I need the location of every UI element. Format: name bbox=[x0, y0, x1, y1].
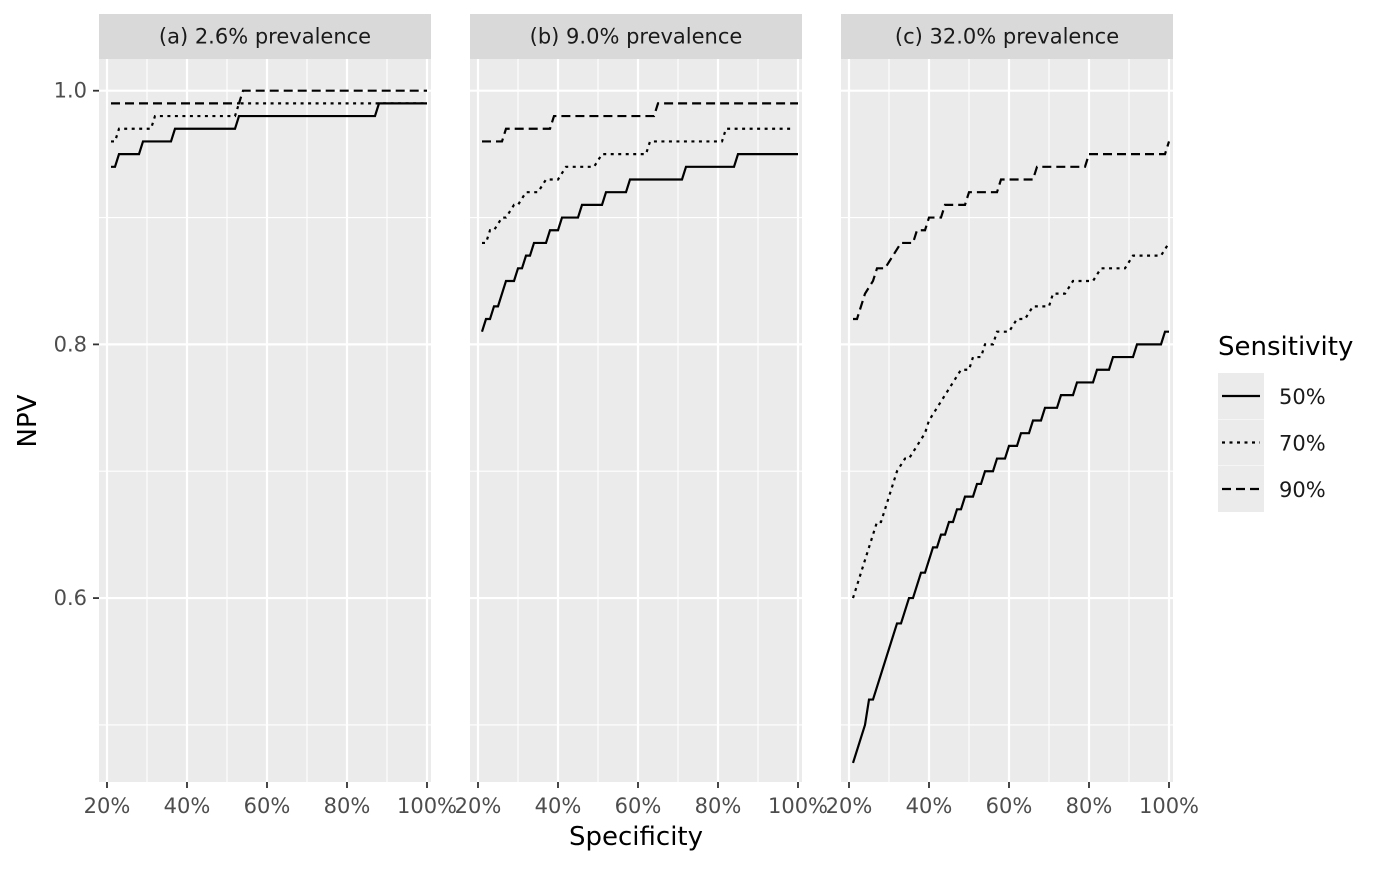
panel-3: (c) 32.0% prevalence 20% 40% 60% 80% 100% bbox=[826, 14, 1199, 818]
series-line-sensitivity-90 bbox=[111, 89, 427, 105]
panel-1: (a) 2.6% prevalence 20% 40% 60% 80% 100% 0.6 0.… bbox=[54, 14, 457, 818]
x-axis-title: Specificity bbox=[569, 822, 703, 852]
x-tick-label: 40% bbox=[906, 794, 953, 818]
legend-key-background bbox=[1218, 419, 1264, 466]
y-axis-title: NPV bbox=[13, 394, 43, 447]
legend-title: Sensitivity bbox=[1218, 332, 1353, 362]
panel-strip bbox=[470, 14, 802, 59]
x-tick-label: 100% bbox=[1139, 794, 1199, 818]
x-tick-label: 60% bbox=[615, 794, 662, 818]
panel-background bbox=[470, 59, 802, 782]
legend: Sensitivity 50% 70% 90% bbox=[1218, 332, 1353, 512]
panel-2: (b) 9.0% prevalence 20% 40% 60% 80% 100% bbox=[455, 14, 828, 818]
panel-strip bbox=[841, 14, 1173, 59]
panel-strip-label: (a) 2.6% prevalence bbox=[159, 25, 371, 49]
x-tick-label: 20% bbox=[84, 794, 131, 818]
series-line-sensitivity-50 bbox=[851, 330, 1169, 764]
x-tick-label: 20% bbox=[826, 794, 873, 818]
x-tick-label: 60% bbox=[986, 794, 1033, 818]
series-line-sensitivity-50 bbox=[111, 102, 427, 168]
y-tick-label: 0.6 bbox=[54, 586, 87, 610]
series-line-sensitivity-50 bbox=[480, 153, 798, 333]
legend-label: 90% bbox=[1279, 478, 1326, 502]
series-line-sensitivity-70 bbox=[482, 127, 794, 245]
legend-label: 70% bbox=[1279, 432, 1326, 456]
x-tick-label: 80% bbox=[695, 794, 742, 818]
x-tick-label: 80% bbox=[1066, 794, 1113, 818]
x-tick-label: 100% bbox=[397, 794, 457, 818]
panel-background bbox=[841, 59, 1173, 782]
panel-strip-label: (c) 32.0% prevalence bbox=[895, 25, 1119, 49]
x-tick-label: 20% bbox=[455, 794, 502, 818]
panel-strip bbox=[99, 14, 431, 59]
panel-background bbox=[99, 59, 431, 782]
series-line-sensitivity-90 bbox=[853, 141, 1171, 321]
x-tick-label: 100% bbox=[768, 794, 828, 818]
series-line-sensitivity-90 bbox=[482, 102, 798, 143]
x-tick-label: 40% bbox=[164, 794, 211, 818]
x-tick-label: 80% bbox=[324, 794, 371, 818]
y-tick-label: 1.0 bbox=[54, 79, 87, 103]
panel-strip-label: (b) 9.0% prevalence bbox=[530, 25, 743, 49]
x-tick-label: 40% bbox=[535, 794, 582, 818]
y-tick-label: 0.8 bbox=[54, 332, 87, 356]
x-tick-label: 60% bbox=[244, 794, 291, 818]
legend-label: 50% bbox=[1279, 385, 1326, 409]
